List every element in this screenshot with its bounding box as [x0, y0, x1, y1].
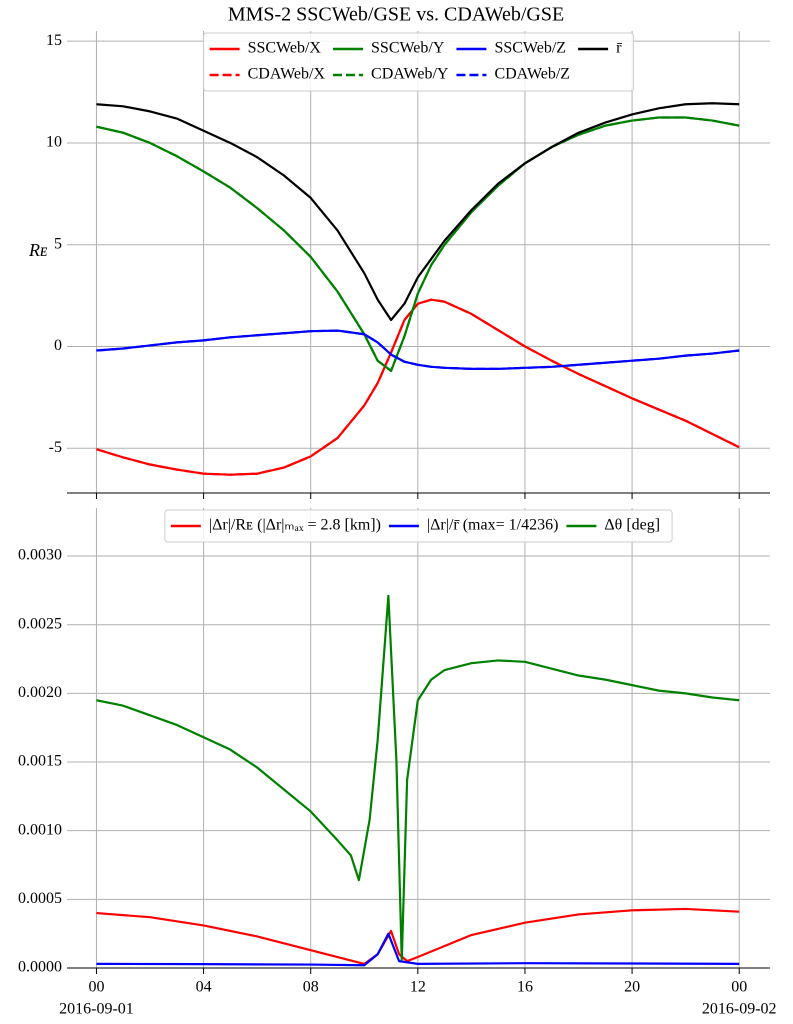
legend-label: SSCWeb/X [248, 40, 322, 57]
legend-label: CDAWeb/Z [494, 66, 570, 83]
data-line [96, 298, 740, 476]
legend-label: |Δr|/Rᴇ (|Δr|ₘₐₓ = 2.8 [km]) [209, 517, 381, 534]
y-tick-label: 0.0005 [18, 890, 62, 907]
legend-label: r̄ [616, 40, 623, 57]
y-tick-label: 10 [46, 134, 62, 151]
y-tick-label: 0.0030 [18, 547, 62, 564]
legend-label: CDAWeb/Y [371, 66, 449, 83]
x-tick-label: 00 [731, 979, 747, 996]
y-tick-label: 0.0020 [18, 684, 62, 701]
data-line [96, 102, 740, 322]
legend-label: SSCWeb/Y [371, 40, 445, 57]
x-tick-label: 12 [410, 979, 426, 996]
data-line [96, 329, 740, 370]
legend: SSCWeb/X CDAWeb/X SSCWeb/Y CDAWeb/Y SSCWeb/Z… [203, 32, 634, 92]
y-tick-label: 15 [46, 32, 62, 49]
y-tick-label: 0.0015 [18, 753, 62, 770]
legend-label: Δθ [deg] [604, 517, 660, 534]
y-tick-label: 0.0010 [18, 821, 62, 838]
legend: |Δr|/Rᴇ (|Δr|ₘₐₓ = 2.8 [km]) |Δr|/r̄ (max… [164, 509, 673, 543]
data-line [96, 116, 740, 372]
x-tick-label: 20 [624, 979, 640, 996]
y-tick-label: 0.0025 [18, 615, 62, 632]
data-line [96, 932, 740, 967]
y-tick-label: 0 [54, 337, 62, 354]
data-line [96, 907, 740, 965]
x-date-label: 2016-09-02 [702, 1001, 777, 1018]
y-axis-label: Rᴇ [28, 240, 48, 260]
legend-label: CDAWeb/X [248, 66, 326, 83]
y-tick-label: 5 [54, 235, 62, 252]
x-tick-label: 04 [196, 979, 212, 996]
x-date-label: 2016-09-01 [59, 1001, 134, 1018]
chart-title: MMS-2 SSCWeb/GSE vs. CDAWeb/GSE [228, 4, 564, 26]
x-tick-label: 00 [88, 979, 104, 996]
legend-box [203, 32, 634, 92]
y-tick-label: -5 [49, 439, 62, 456]
legend-label: |Δr|/r̄ (max= 1/4236) [427, 517, 558, 534]
data-line [96, 594, 740, 961]
legend-label: SSCWeb/Z [494, 40, 566, 57]
x-tick-label: 08 [303, 979, 319, 996]
y-tick-label: 0.0000 [18, 959, 62, 976]
x-tick-label: 16 [517, 979, 533, 996]
